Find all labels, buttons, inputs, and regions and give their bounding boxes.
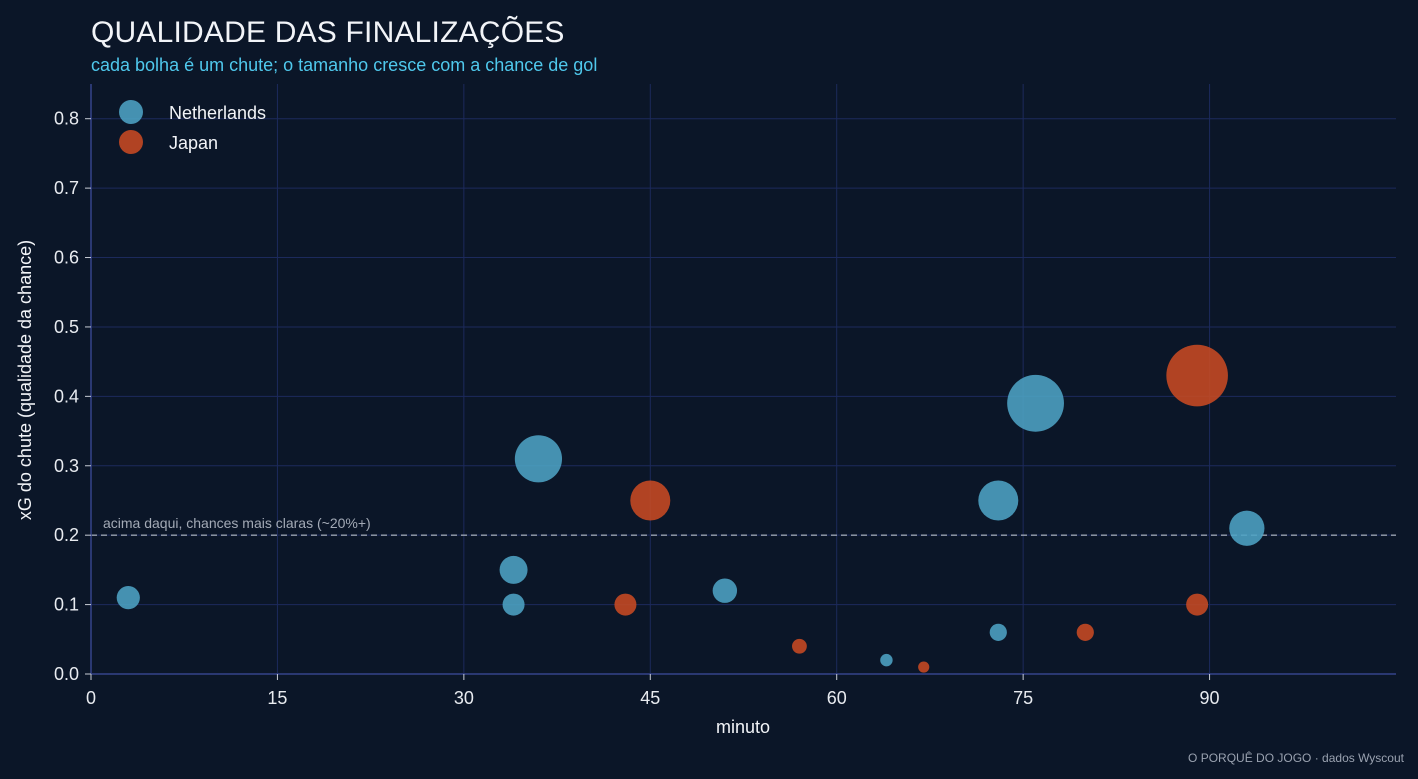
y-tick-label: 0.1 (54, 595, 79, 615)
legend-marker (119, 100, 143, 124)
x-tick-label: 15 (267, 688, 287, 708)
data-point-netherlands (1007, 374, 1064, 432)
y-tick-label: 0.2 (54, 525, 79, 545)
data-point-netherlands (514, 435, 563, 483)
data-point-japan (1186, 593, 1209, 616)
y-tick-label: 0.4 (54, 386, 79, 406)
data-point-japan (792, 638, 807, 654)
x-tick-label: 30 (454, 688, 474, 708)
data-point-netherlands (499, 555, 528, 584)
data-point-netherlands (116, 586, 140, 610)
y-tick-label: 0.7 (54, 178, 79, 198)
data-points (116, 344, 1265, 673)
data-point-netherlands (712, 578, 738, 603)
y-tick-label: 0.0 (54, 664, 79, 684)
legend: Netherlands Japan (119, 100, 266, 154)
source-credit: O PORQUÊ DO JOGO · dados Wyscout (1188, 751, 1404, 765)
x-tick-label: 75 (1013, 688, 1033, 708)
x-tick-label: 90 (1200, 688, 1220, 708)
data-point-japan (1076, 623, 1094, 641)
legend-marker (119, 130, 143, 154)
x-tick-label: 0 (86, 688, 96, 708)
legend-label: Japan (169, 133, 218, 153)
y-axis-label: xG do chute (qualidade da chance) (15, 240, 35, 520)
data-point-japan (918, 661, 930, 673)
data-point-netherlands (989, 623, 1007, 641)
y-tick-label: 0.5 (54, 317, 79, 337)
data-point-japan (630, 480, 671, 521)
y-tick-label: 0.8 (54, 109, 79, 129)
reference-line-group: acima daqui, chances mais claras (~20%+) (91, 515, 1396, 536)
data-point-japan (614, 593, 637, 616)
chart-title: QUALIDADE DAS FINALIZAÇÕES (91, 16, 565, 49)
data-point-netherlands (978, 480, 1019, 521)
legend-label: Netherlands (169, 103, 266, 123)
x-axis-label: minuto (716, 717, 770, 737)
data-point-netherlands (1229, 510, 1265, 546)
y-tick-label: 0.3 (54, 456, 79, 476)
data-point-netherlands (880, 653, 893, 667)
chart-subtitle: cada bolha é um chute; o tamanho cresce … (91, 55, 598, 75)
x-tick-label: 60 (827, 688, 847, 708)
reference-line-label: acima daqui, chances mais claras (~20%+) (103, 515, 371, 531)
data-point-japan (1166, 344, 1228, 407)
data-point-netherlands (502, 593, 525, 616)
x-tick-label: 45 (640, 688, 660, 708)
axes: 0 15 30 45 60 75 90 0.0 0.1 0.2 0.3 0.4 0.5 0.6 0.7 0.8 (54, 84, 1396, 708)
y-tick-label: 0.6 (54, 248, 79, 268)
